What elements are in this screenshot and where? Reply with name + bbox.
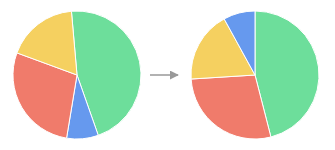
pie-slice: [191, 75, 271, 139]
pie-slice: [17, 11, 77, 75]
pie: [191, 11, 319, 139]
arrow: [150, 74, 178, 76]
pie: [13, 11, 141, 139]
chart-svg: [0, 0, 335, 150]
pie-slice: [224, 11, 255, 75]
